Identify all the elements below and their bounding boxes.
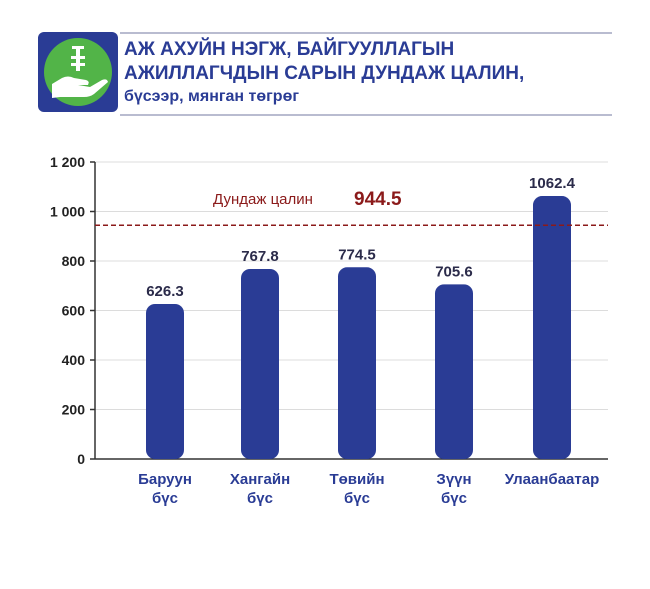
x-category-label: Баруун бүс	[138, 471, 192, 507]
average-label: Дундаж цалин	[213, 191, 313, 208]
x-category-label-line: Төвийн	[329, 471, 384, 488]
chart-subtitle: бүсээр, мянган төгрөг	[124, 88, 300, 105]
y-tick-label: 1 000	[50, 204, 85, 220]
x-category-label-line: Хангайн	[230, 471, 290, 488]
x-category-label: Төвийн бүс	[329, 471, 384, 507]
x-category-label-line: Зүүн	[436, 471, 471, 488]
x-category-label-line: бүс	[247, 490, 273, 507]
y-tick-label: 400	[62, 352, 86, 368]
data-label: 705.6	[435, 263, 473, 280]
bar	[146, 303, 184, 459]
y-tick-label: 1 200	[50, 154, 85, 170]
salary-logo-icon	[38, 32, 118, 112]
bar	[533, 196, 571, 459]
x-category-label-line: бүс	[441, 490, 467, 507]
x-category-label-line: Баруун	[138, 471, 192, 488]
hand-coins-icon	[52, 46, 108, 98]
y-tick-label: 200	[62, 402, 86, 418]
data-label: 774.5	[338, 246, 376, 263]
data-label: 626.3	[146, 283, 184, 300]
data-label: 1062.4	[529, 175, 576, 192]
average-value: 944.5	[354, 189, 402, 210]
x-category-label-line: бүс	[152, 490, 178, 507]
x-category-label-line: бүс	[344, 490, 370, 507]
chart-header: АЖ АХУЙН НЭГЖ, БАЙГУУЛЛАГЫН АЖИЛЛАГЧДЫН …	[38, 30, 612, 118]
x-category-label: Улаанбаатар	[505, 471, 599, 488]
y-tick-label: 600	[62, 303, 86, 319]
chart-title-line-2: АЖИЛЛАГЧДЫН САРЫН ДУНДАЖ ЦАЛИН,	[124, 63, 525, 84]
x-category-label-line: Улаанбаатар	[505, 471, 599, 488]
y-tick-label: 0	[77, 451, 85, 467]
x-category-label: Хангайн бүс	[230, 471, 290, 507]
x-category-label: Зүүн бүс	[436, 471, 471, 507]
title-block: АЖ АХУЙН НЭГЖ, БАЙГУУЛЛАГЫН АЖИЛЛАГЧДЫН …	[120, 32, 612, 116]
y-tick-label: 800	[62, 253, 86, 269]
bar	[435, 284, 473, 459]
data-label: 767.8	[241, 248, 279, 265]
chart-title-line-1: АЖ АХУЙН НЭГЖ, БАЙГУУЛЛАГЫН	[124, 39, 455, 60]
bar	[241, 268, 279, 459]
bar	[338, 267, 376, 459]
